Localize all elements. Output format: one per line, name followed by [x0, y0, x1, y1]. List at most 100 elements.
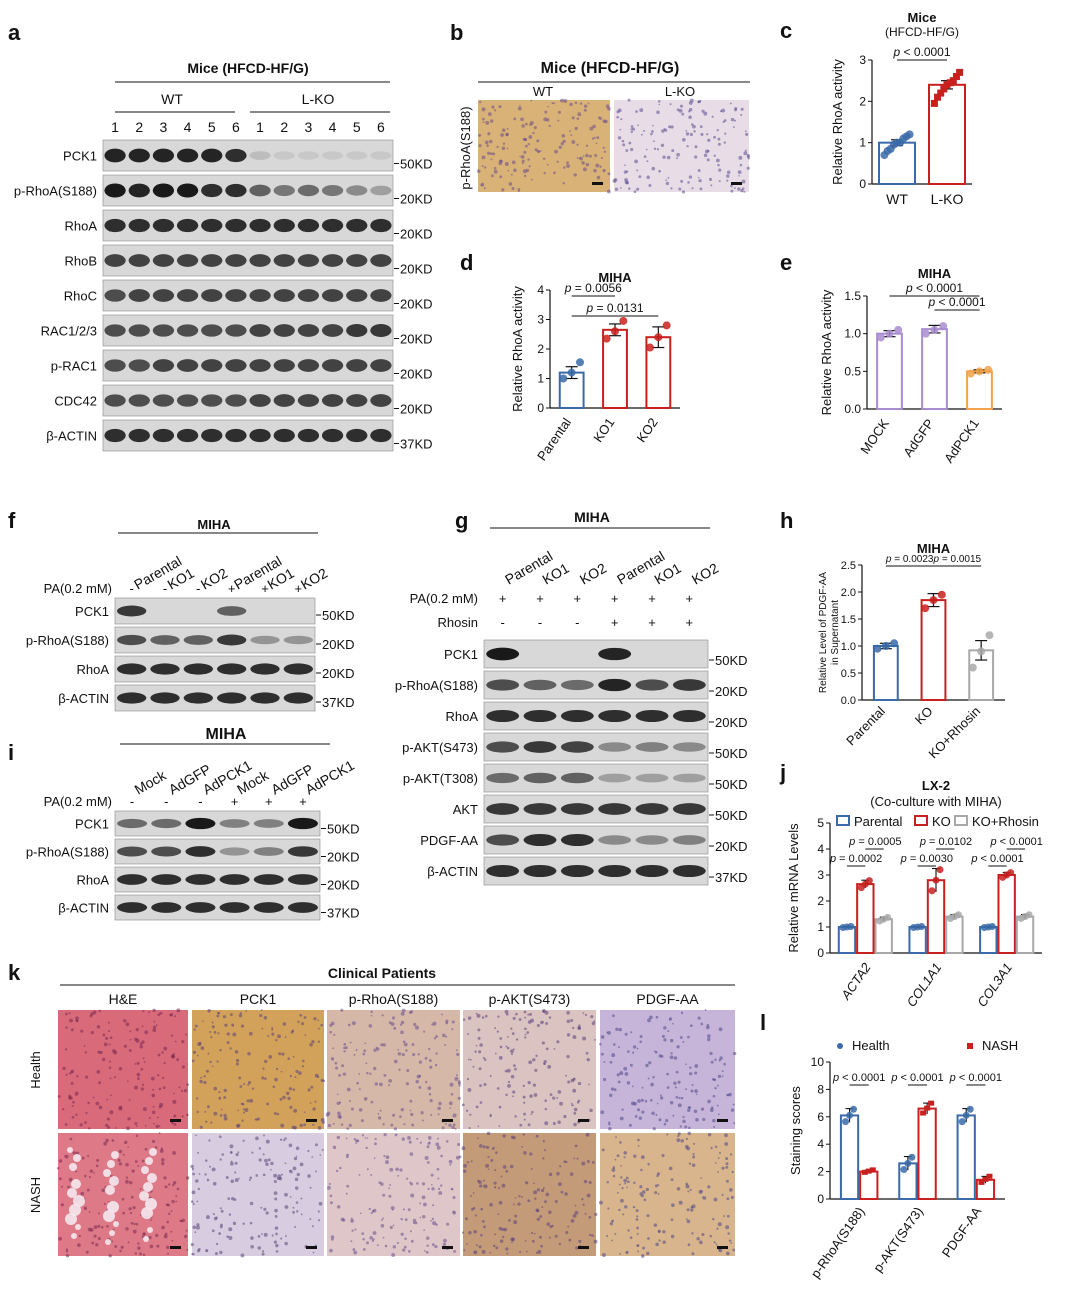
bar — [920, 599, 947, 701]
blot-size-marker: 50KD — [327, 822, 360, 837]
data-point — [985, 631, 994, 640]
blot-band — [321, 289, 344, 302]
blot-strip — [483, 856, 709, 886]
y-tick-label: 3 — [859, 53, 866, 67]
blot-band — [672, 803, 706, 815]
data-point — [921, 329, 930, 338]
p-value-label: p = 0.0131 — [585, 301, 643, 315]
panel-letter-b: b — [450, 20, 463, 45]
bar — [876, 332, 903, 410]
bar — [1015, 915, 1035, 954]
p-value-label: p = 0.0030 — [900, 853, 953, 865]
blot-band — [321, 184, 344, 197]
chart-panel-c: 0 1 2 3 Relative RhoA activity Mice(HFCD-HF/G… — [830, 10, 972, 207]
blot-band — [598, 678, 632, 692]
category-label: COL3A1 — [974, 960, 1015, 1009]
ihc-image-health — [57, 1008, 189, 1131]
blot-band — [635, 864, 669, 878]
blot-band — [283, 663, 314, 675]
blot-band — [523, 772, 557, 784]
blot-strip — [102, 419, 394, 452]
blot-band — [370, 428, 392, 443]
blot-band — [185, 846, 216, 857]
blot-band — [523, 864, 557, 878]
blot-band — [253, 902, 284, 913]
column-label: PDGF-AA — [636, 991, 699, 1007]
blot-band — [635, 803, 669, 815]
data-point — [1007, 869, 1015, 877]
p-value-label: p < 0.0001 — [892, 45, 950, 59]
data-point — [940, 85, 948, 93]
blot-band — [201, 254, 223, 267]
blot-band — [287, 817, 318, 830]
legend-marker — [967, 1043, 973, 1049]
blot-band — [370, 323, 392, 338]
blot-band — [217, 634, 247, 646]
data-point — [847, 923, 855, 931]
p-value-label: p < 0.0001 — [949, 1072, 1002, 1084]
blot-row-label: PCK1 — [63, 149, 97, 164]
blot-band — [273, 428, 295, 443]
blot-band — [150, 692, 180, 704]
lane-number: 6 — [232, 119, 240, 135]
blot-size-marker: 37KD — [400, 437, 433, 452]
data-point — [958, 1118, 966, 1126]
blot-band — [104, 289, 126, 302]
column-label: p-AKT(S473) — [489, 991, 571, 1007]
y-tick-label: 2 — [817, 1165, 824, 1179]
blot-row-label: RhoC — [64, 289, 97, 304]
legend-label: NASH — [982, 1038, 1018, 1053]
blot-band — [560, 803, 594, 815]
blot-size-marker: 50KD — [400, 157, 433, 172]
blot-band — [152, 359, 175, 372]
data-point — [1025, 911, 1033, 919]
blot-size-marker: 20KD — [327, 878, 360, 893]
bar — [839, 1114, 860, 1201]
blot-band — [273, 289, 295, 302]
lane-number: 5 — [353, 119, 361, 135]
blot-band — [346, 254, 368, 267]
blot-band — [287, 902, 318, 913]
y-tick-label: 0.0 — [844, 402, 861, 416]
blot-size-marker: 50KD — [322, 608, 355, 623]
y-axis-label: in Supernatant — [830, 600, 841, 665]
category-label: WT — [886, 191, 908, 207]
data-point — [921, 604, 930, 613]
p-value-label: p < 0.0001 — [927, 295, 985, 309]
category-label: KO1 — [590, 415, 617, 445]
panel-b-ylabel: p-RhoA(S188) — [458, 106, 473, 189]
data-point — [962, 1111, 970, 1119]
blot-row-label: p-RhoA(S188) — [26, 633, 109, 648]
blot-strip — [483, 825, 709, 855]
p-value-label: p = 0.0005 — [848, 836, 901, 848]
blot-band — [346, 394, 368, 407]
blot-band — [219, 874, 250, 885]
blot-strip — [102, 384, 394, 417]
data-point — [865, 877, 873, 885]
legend-label: KO+Rhosin — [972, 814, 1039, 829]
blot-band — [297, 184, 320, 197]
y-tick-label: 0.5 — [841, 668, 856, 680]
blot-band — [346, 185, 368, 196]
chart-panel-d: 0 1 2 3 4 Relative RhoA activity MIHA Parental K… — [510, 270, 680, 463]
blot-band — [176, 148, 199, 163]
blot-band — [128, 183, 150, 198]
blot-band — [297, 324, 320, 337]
y-tick-label: 2.0 — [841, 587, 856, 599]
blot-band — [250, 663, 280, 675]
blot-row-label: PCK1 — [75, 817, 109, 832]
blot-band — [225, 289, 247, 302]
bar — [945, 915, 964, 954]
bar — [908, 926, 927, 954]
treatment-sign: + — [536, 591, 544, 606]
panel-letter-k: k — [8, 960, 21, 985]
blot-band — [117, 692, 147, 704]
blot-band — [370, 254, 392, 267]
data-point — [934, 93, 942, 101]
y-tick-label: 3 — [817, 868, 824, 882]
blot-band — [635, 773, 669, 783]
data-point — [881, 642, 890, 650]
blot-row-label: PCK1 — [444, 647, 478, 662]
blot-band — [201, 324, 223, 337]
blot-strip — [114, 810, 321, 837]
